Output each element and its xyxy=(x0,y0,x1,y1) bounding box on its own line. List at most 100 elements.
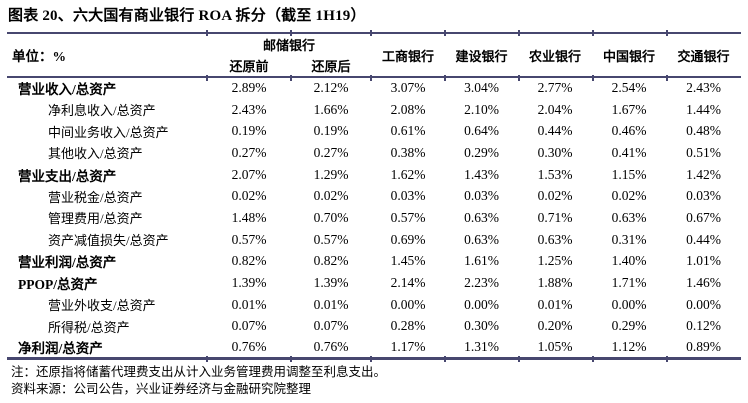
note-line: 注：还原指将储蓄代理费支出从计入业务管理费用调整至利息支出。 xyxy=(11,365,387,380)
column-header-icbc: 工商银行 xyxy=(382,48,435,64)
value-cell: 1.01% xyxy=(686,253,721,269)
value-cell: 0.31% xyxy=(611,231,647,247)
column-header-post-restore: 还原后 xyxy=(311,59,351,74)
value-cell: 0.27% xyxy=(313,144,349,160)
value-cell: 1.29% xyxy=(313,166,349,182)
value-cell: 1.42% xyxy=(686,166,721,182)
row-label: 营业收入/总资产 xyxy=(18,82,117,98)
value-cell: 2.07% xyxy=(231,166,267,182)
column-header-ccb: 建设银行 xyxy=(455,48,508,64)
column-header-boc: 中国银行 xyxy=(603,48,656,64)
value-cell: 1.45% xyxy=(390,253,426,269)
value-cell: 0.03% xyxy=(686,188,721,204)
column-header-abc: 农业银行 xyxy=(529,48,582,64)
value-cell: 1.44% xyxy=(686,101,721,117)
value-cell: 0.71% xyxy=(537,209,573,225)
value-cell: 2.23% xyxy=(464,275,499,291)
value-cell: 0.38% xyxy=(390,144,426,160)
value-cell: 2.54% xyxy=(611,80,647,96)
value-cell: 0.64% xyxy=(464,123,499,139)
row-label: 管理费用/总资产 xyxy=(48,211,143,227)
value-cell: 1.39% xyxy=(313,275,349,291)
value-cell: 0.03% xyxy=(390,188,426,204)
value-cell: 0.61% xyxy=(390,123,426,139)
value-cell: 0.00% xyxy=(464,296,499,312)
value-cell: 0.01% xyxy=(313,296,349,312)
value-cell: 1.61% xyxy=(464,253,499,269)
value-cell: 0.20% xyxy=(537,318,573,334)
table-row: 营业外收支/总资产 0.01% 0.01% 0.00% 0.00% 0.01% 0.00% 0… xyxy=(7,294,741,316)
value-cell: 0.41% xyxy=(611,144,647,160)
value-cell: 1.40% xyxy=(611,253,647,269)
value-cell: 0.01% xyxy=(231,296,267,312)
value-cell: 1.05% xyxy=(537,339,573,355)
value-cell: 0.19% xyxy=(313,123,349,139)
value-cell: 0.30% xyxy=(537,144,573,160)
value-cell: 0.02% xyxy=(611,188,647,204)
value-cell: 0.00% xyxy=(611,296,647,312)
value-cell: 0.12% xyxy=(686,318,721,334)
column-header-bocom: 交通银行 xyxy=(677,48,730,64)
value-cell: 0.63% xyxy=(464,231,499,247)
row-label: 资产减值损失/总资产 xyxy=(48,233,169,249)
table-row: 资产减值损失/总资产 0.57% 0.57% 0.69% 0.63% 0.63% 0.31%… xyxy=(7,229,741,251)
value-cell: 3.07% xyxy=(390,80,426,96)
value-cell: 0.02% xyxy=(231,188,267,204)
value-cell: 0.19% xyxy=(231,123,267,139)
roa-table: 单位：% 邮储银行 工商银行 建设银行 农业银行 中国银行 交通银行 还原前 还… xyxy=(7,32,742,361)
value-cell: 1.17% xyxy=(390,339,426,355)
value-cell: 2.08% xyxy=(390,101,426,117)
value-cell: 0.82% xyxy=(313,253,349,269)
value-cell: 0.00% xyxy=(390,296,426,312)
value-cell: 0.63% xyxy=(537,231,573,247)
value-cell: 1.62% xyxy=(390,166,426,182)
table-row: 净利息收入/总资产 2.43% 1.66% 2.08% 2.10% 2.04% 1.67% 1… xyxy=(7,99,741,121)
table-row: 营业利润/总资产 0.82% 0.82% 1.45% 1.61% 1.25% 1.40% 1.… xyxy=(7,251,741,273)
value-cell: 0.07% xyxy=(313,318,349,334)
value-cell: 2.04% xyxy=(537,101,573,117)
table-body: 营业收入/总资产 2.89% 2.12% 3.07% 3.04% 2.77% 2.54% 2.… xyxy=(7,77,741,359)
row-label: 营业外收支/总资产 xyxy=(48,298,156,314)
table-row: 管理费用/总资产 1.48% 0.70% 0.57% 0.63% 0.71% 0.63% 0.… xyxy=(7,207,741,229)
value-cell: 2.12% xyxy=(313,80,349,96)
table-row: 中间业务收入/总资产 0.19% 0.19% 0.61% 0.64% 0.44% 0.46%… xyxy=(7,120,741,142)
value-cell: 0.03% xyxy=(464,188,499,204)
value-cell: 0.44% xyxy=(537,123,573,139)
table-row: 营业收入/总资产 2.89% 2.12% 3.07% 3.04% 2.77% 2.54% 2.… xyxy=(7,77,741,99)
value-cell: 0.69% xyxy=(390,231,426,247)
roa-table-wrap: 单位：% 邮储银行 工商银行 建设银行 农业银行 中国银行 交通银行 还原前 还… xyxy=(7,30,742,362)
row-label: 营业税金/总资产 xyxy=(48,189,143,205)
value-cell: 2.43% xyxy=(686,80,721,96)
value-cell: 0.63% xyxy=(611,209,647,225)
table-row: 营业税金/总资产 0.02% 0.02% 0.03% 0.03% 0.02% 0.02% 0.… xyxy=(7,185,741,207)
value-cell: 1.48% xyxy=(231,209,267,225)
column-header-psbc-group: 邮储银行 xyxy=(263,38,316,53)
row-label: 营业利润/总资产 xyxy=(18,255,117,271)
table-header: 单位：% 邮储银行 工商银行 建设银行 农业银行 中国银行 交通银行 还原前 还… xyxy=(7,33,742,77)
value-cell: 2.77% xyxy=(537,80,573,96)
table-row: 净利润/总资产 0.76% 0.76% 1.17% 1.31% 1.05% 1.12% 0.8… xyxy=(7,337,741,359)
column-header-pre-restore: 还原前 xyxy=(229,59,269,74)
value-cell: 2.89% xyxy=(231,80,267,96)
row-label: 净利润/总资产 xyxy=(18,341,103,357)
value-cell: 0.67% xyxy=(686,209,721,225)
value-cell: 0.46% xyxy=(611,123,647,139)
value-cell: 1.66% xyxy=(313,101,349,117)
value-cell: 2.14% xyxy=(390,275,426,291)
row-label: 营业支出/总资产 xyxy=(18,168,117,184)
value-cell: 0.63% xyxy=(464,209,499,225)
value-cell: 1.71% xyxy=(611,275,647,291)
value-cell: 0.02% xyxy=(313,188,349,204)
value-cell: 0.57% xyxy=(231,231,267,247)
header-row-sub: 还原前 还原后 xyxy=(7,55,741,77)
value-cell: 0.29% xyxy=(464,144,499,160)
value-cell: 1.31% xyxy=(464,339,499,355)
row-label: 净利息收入/总资产 xyxy=(48,103,156,119)
value-cell: 1.43% xyxy=(464,166,499,182)
value-cell: 2.10% xyxy=(464,101,499,117)
value-cell: 0.00% xyxy=(686,296,721,312)
value-cell: 1.39% xyxy=(231,275,267,291)
row-label: 中间业务收入/总资产 xyxy=(48,124,169,140)
value-cell: 1.15% xyxy=(611,166,647,182)
